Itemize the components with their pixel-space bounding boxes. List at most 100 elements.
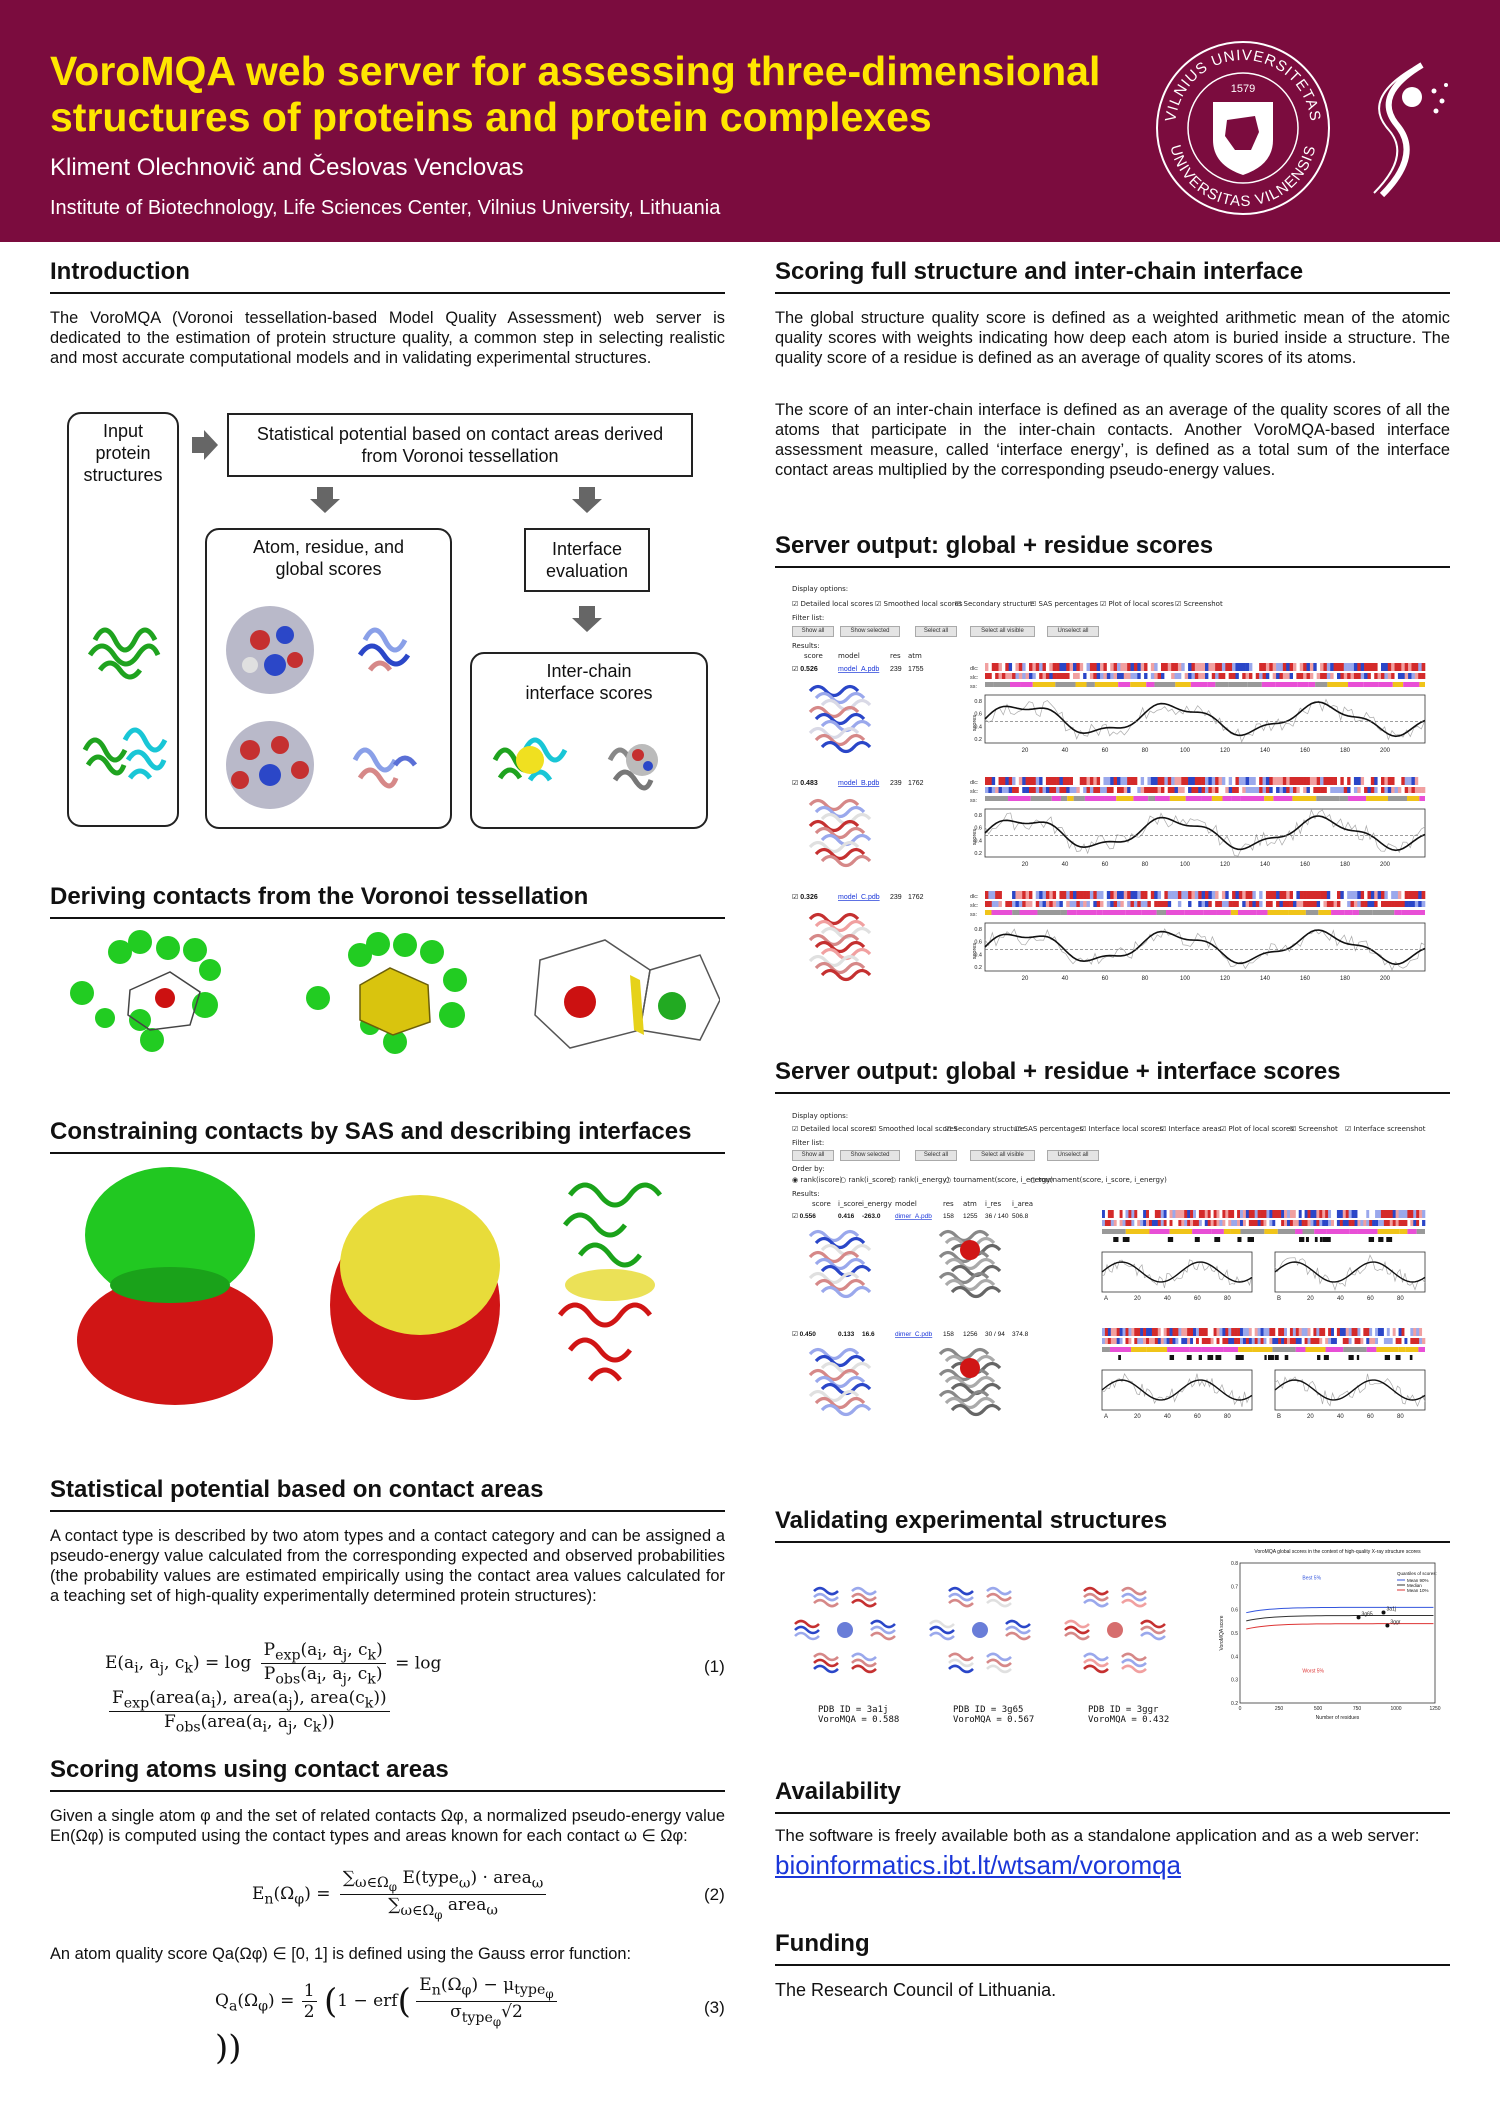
option-6[interactable]: ☑ Interface areas [1160,1125,1222,1133]
x-tick-label: 40 [1164,1414,1171,1420]
intro-title: Introduction [50,258,725,294]
equation-2: En(Ωφ) = ∑ω∈Ωφ E(typeω) · areaω ∑ω∈Ωφ are… [252,1868,552,1921]
server-out2-title: Server output: global + residue + interf… [775,1058,1450,1094]
option-3[interactable]: ☑ Secondary structure [945,1125,1025,1133]
flow-input-label: Input protein structures [83,421,163,485]
option-1[interactable]: ☑ Detailed local scores [792,1125,874,1133]
series-line-1 [1246,1615,1434,1622]
option-5[interactable]: ☑ Interface local scores [1080,1125,1164,1133]
scoring-full-title: Scoring full structure and inter-chain i… [775,258,1450,294]
data-point-label: 3g65 [1362,1611,1373,1617]
y-tick-label: 0.4 [974,838,982,844]
x-tick-label: 20 [1307,1296,1314,1302]
y-tick-label: 0.3 [1231,1678,1238,1684]
order-option-5[interactable]: ○ tournament(score, i_score, i_energy) [1030,1176,1167,1184]
option-2[interactable]: ☑ Smoothed local scores [870,1125,958,1133]
row-model-link[interactable]: model_C.pdb [838,894,880,901]
x-tick-label: 60 [1102,976,1109,982]
scoring-full-text-1: The global structure quality score is de… [775,309,1450,367]
experimental-structures-images [794,1586,1166,1674]
order-option-2[interactable]: ○ rank(i_score) [840,1176,894,1184]
x-tick-label: 0 [1239,1706,1242,1712]
x-tick-label: 200 [1380,748,1391,754]
series-line-0 [1246,1606,1434,1614]
x-tick-label: 40 [1062,862,1069,868]
x-tick-label: 750 [1353,1706,1362,1712]
x-tick-label: 80 [1397,1296,1404,1302]
select-all-visible-button[interactable]: Select all visible [970,626,1035,637]
order-option-4[interactable]: ○ tournament(score, i_energy) [945,1176,1054,1184]
arrow-down-icon [572,606,602,632]
select-all-visible-button[interactable]: Select all visible [970,1150,1035,1161]
col-res: res [890,652,901,660]
y-tick-label: 0.6 [974,940,982,946]
x-tick-label: B [1277,1414,1281,1420]
y-tick-label: 0.2 [974,851,982,857]
option-1[interactable]: ☑ Detailed local scores [792,600,874,608]
voronoi-tessellation-figure [70,930,720,1054]
show-all-button[interactable]: Show all [792,626,834,637]
row-i-area: 374.8 [1012,1331,1029,1338]
flow-interface-eval-box: Interface evaluation [524,528,650,592]
show-all-button[interactable]: Show all [792,1150,834,1161]
row-score: ☑ 0.483 [792,779,818,787]
row-model-link[interactable]: dimer_C.pdb [895,1331,933,1338]
flow-potential-label: Statistical potential based on contact a… [256,424,664,466]
row-atm: 1762 [908,780,924,787]
sas-interface-figure [77,1167,662,1405]
equation-3-number: (3) [704,1998,725,2017]
poster-title: VoroMQA web server for assessing three-d… [50,48,1170,140]
x-tick-label: 160 [1300,976,1311,982]
row-model-link[interactable]: dimer_A.pdb [895,1213,932,1220]
col-i-energy: i_energy [862,1200,892,1208]
track-label: slc: [970,789,979,795]
row-res: 158 [943,1331,954,1338]
row-res: 239 [890,666,902,673]
y-tick-label: 0.2 [974,737,982,743]
option-7[interactable]: ☑ Plot of local scores [1220,1125,1294,1133]
x-tick-label: 40 [1337,1414,1344,1420]
option-4[interactable]: ☐ SAS percentages [1030,600,1099,608]
option-2[interactable]: ☑ Smoothed local scores [875,600,963,608]
scoring-atoms-text: Given a single atom φ and the set of rel… [50,1807,725,1845]
option-3[interactable]: ☑ Secondary structure [955,600,1035,608]
validation-chart: VoroMQA global scores in the context of … [1219,1549,1441,1721]
row-i-score: 0.416 [838,1213,855,1220]
row-model-link[interactable]: model_B.pdb [838,780,879,787]
x-tick-label: 60 [1367,1296,1374,1302]
row-i-energy: 16.6 [862,1331,875,1338]
row-score: ☑ 0.450 [792,1331,816,1338]
select-all-button[interactable]: Select all [915,1150,957,1161]
order-option-1[interactable]: ◉ rank(iscore) [792,1176,843,1184]
title-line-1: VoroMQA web server for assessing three-d… [50,48,1101,94]
show-selected-button[interactable]: Show selected [840,626,900,637]
plot-frame [1239,1562,1436,1704]
select-all-button[interactable]: Select all [915,626,957,637]
col-score: score [812,1200,831,1208]
unselect-all-button[interactable]: Unselect all [1047,626,1099,637]
availability-title: Availability [775,1778,1450,1814]
unselect-all-button[interactable]: Unselect all [1047,1150,1099,1161]
x-tick-label: 20 [1134,1296,1141,1302]
header-banner: VoroMQA web server for assessing three-d… [0,0,1500,242]
option-4[interactable]: ☐ SAS percentages [1015,1125,1084,1133]
show-selected-button[interactable]: Show selected [840,1150,900,1161]
order-option-3[interactable]: ○ rank(i_energy) [890,1176,950,1184]
row-model-link[interactable]: model_A.pdb [838,666,879,673]
authors: Kliment Olechnovič and Česlovas Venclova… [50,154,524,181]
flow-potential-box: Statistical potential based on contact a… [227,413,693,477]
server-screenshot-1: Display options: ☑ Detailed local scores… [790,585,1430,995]
option-8[interactable]: ☑ Screenshot [1290,1125,1338,1133]
option-9[interactable]: ☑ Interface screenshot [1345,1125,1426,1133]
option-5[interactable]: ☑ Plot of local scores [1100,600,1174,608]
col-score: score [804,652,823,660]
x-tick-label: 120 [1220,748,1231,754]
x-tick-label: 40 [1062,748,1069,754]
seal-year: 1579 [1231,83,1255,95]
option-6[interactable]: ☑ Screenshot [1175,600,1223,608]
col-atm: atm [908,652,922,660]
y-tick-label: 0.4 [974,724,982,730]
availability-link[interactable]: bioinformatics.ibt.lt/wtsam/voromqa [775,1850,1182,1880]
funding-text: The Research Council of Lithuania. [775,1980,1057,2000]
track-label: ss: [970,684,978,690]
